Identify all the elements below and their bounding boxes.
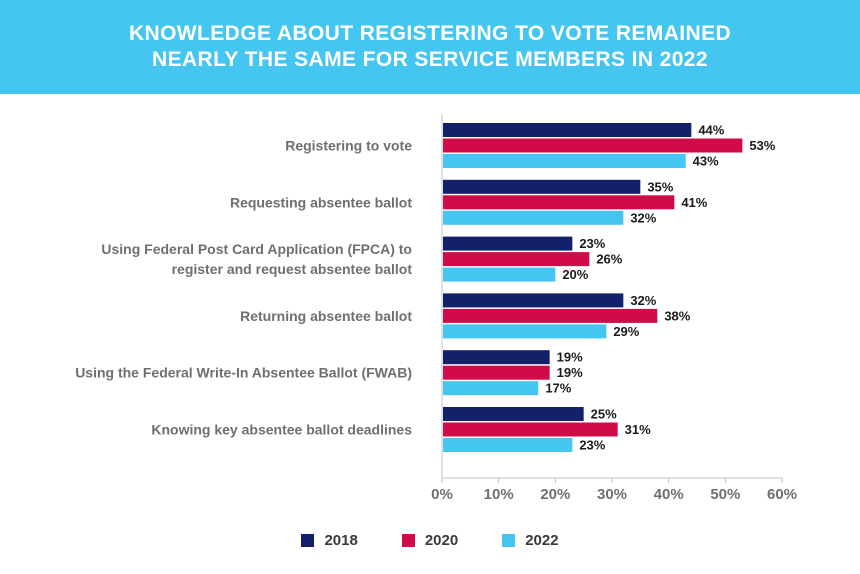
title-banner: KNOWLEDGE ABOUT REGISTERING TO VOTE REMA… bbox=[0, 0, 860, 94]
data-label-2020: 53% bbox=[749, 138, 775, 153]
chart-title: KNOWLEDGE ABOUT REGISTERING TO VOTE REMA… bbox=[129, 21, 731, 73]
category-label: Requesting absentee ballot bbox=[230, 194, 412, 210]
category-label: register and request absentee ballot bbox=[172, 261, 413, 277]
bar-2020-cat-5 bbox=[443, 365, 550, 380]
chart-title-line-1: KNOWLEDGE ABOUT REGISTERING TO VOTE REMA… bbox=[128, 22, 732, 45]
data-label-2022: 17% bbox=[545, 381, 571, 396]
x-tick-label: 30% bbox=[597, 486, 627, 503]
data-label-2018: 44% bbox=[698, 123, 724, 138]
bar-2022-cat-1 bbox=[443, 154, 686, 168]
bar-2020-cat-3 bbox=[443, 252, 590, 267]
legend-item-2022: 2022 bbox=[502, 532, 559, 549]
data-label-2020: 41% bbox=[681, 195, 707, 210]
data-label-2022: 29% bbox=[613, 324, 639, 339]
category-label: Using the Federal Write-In Absentee Ball… bbox=[75, 365, 412, 381]
data-label-2018: 32% bbox=[630, 293, 656, 308]
data-label-2018: 25% bbox=[591, 407, 617, 422]
legend-item-2018: 2018 bbox=[301, 532, 358, 549]
data-label-2018: 23% bbox=[579, 236, 605, 251]
legend-swatch-2022 bbox=[502, 534, 516, 547]
x-tick-label: 0% bbox=[431, 486, 453, 503]
data-label-2020: 19% bbox=[557, 365, 583, 380]
x-tick-label: 40% bbox=[654, 486, 684, 503]
data-label-2022: 23% bbox=[579, 438, 605, 453]
bar-2018-cat-6 bbox=[443, 407, 584, 421]
legend-swatch-2018 bbox=[301, 534, 315, 547]
bar-2022-cat-3 bbox=[443, 267, 556, 282]
chart-title-line-2: NEARLY THE SAME FOR SERVICE MEMBERS IN 2… bbox=[152, 48, 708, 71]
category-label: Knowing key absentee ballot deadlines bbox=[151, 422, 412, 438]
bar-2018-cat-3 bbox=[443, 236, 573, 251]
legend-label-2022: 2022 bbox=[525, 532, 559, 549]
bar-2018-cat-1 bbox=[443, 123, 692, 137]
bar-2022-cat-2 bbox=[443, 210, 624, 225]
x-tick-label: 60% bbox=[767, 486, 797, 503]
data-label-2018: 19% bbox=[557, 350, 583, 365]
legend: 2018 2020 2022 bbox=[0, 532, 860, 549]
category-label: Returning absentee ballot bbox=[240, 308, 412, 324]
x-tick-label: 50% bbox=[710, 486, 740, 503]
bar-2020-cat-2 bbox=[443, 195, 675, 210]
legend-item-2020: 2020 bbox=[401, 532, 459, 549]
bar-2022-cat-4 bbox=[443, 324, 607, 339]
bar-2018-cat-5 bbox=[443, 350, 550, 365]
category-label: Registering to vote bbox=[285, 138, 412, 154]
data-label-2022: 43% bbox=[693, 154, 719, 169]
data-label-2020: 31% bbox=[625, 422, 651, 437]
data-label-2022: 20% bbox=[562, 267, 588, 282]
x-tick-label: 10% bbox=[484, 486, 514, 503]
x-tick-label: 20% bbox=[540, 486, 570, 503]
bar-2020-cat-4 bbox=[443, 308, 658, 323]
bar-2018-cat-2 bbox=[443, 179, 641, 194]
legend-swatch-2020 bbox=[401, 534, 415, 547]
data-label-2018: 35% bbox=[647, 179, 673, 194]
bar-2018-cat-4 bbox=[443, 293, 624, 308]
category-label: Using Federal Post Card Application (FPC… bbox=[101, 241, 412, 257]
bar-chart: 0% 10% 20% 30% 40% 50% 60% 44% 53% 43% Registering… bbox=[75, 114, 797, 503]
data-label-2022: 32% bbox=[630, 210, 656, 225]
bar-2020-cat-6 bbox=[443, 422, 618, 437]
data-label-2020: 38% bbox=[664, 308, 690, 323]
bar-2022-cat-6 bbox=[443, 438, 573, 452]
legend-label-2020: 2020 bbox=[424, 532, 459, 549]
legend-label-2018: 2018 bbox=[324, 532, 358, 549]
bar-2020-cat-1 bbox=[443, 138, 743, 153]
data-label-2020: 26% bbox=[596, 252, 622, 267]
bar-2022-cat-5 bbox=[443, 381, 539, 396]
